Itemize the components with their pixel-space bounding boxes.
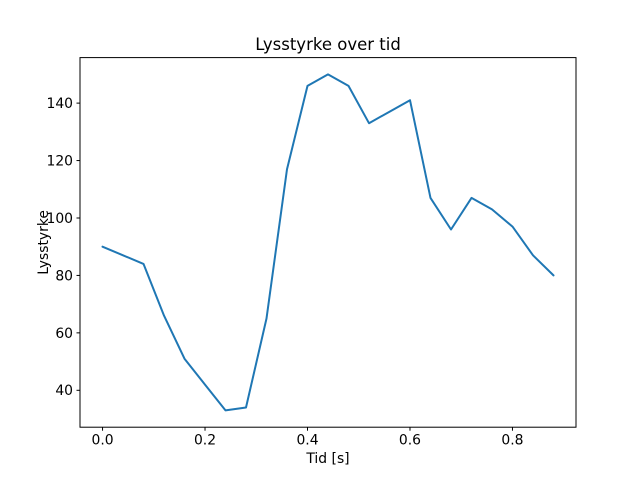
line-series [101,73,555,412]
y-axis-label: Lysstyrke [36,210,52,275]
x-tick-label: 0.0 [91,433,113,449]
y-tick-label: 120 [46,153,73,169]
x-tick-label: 0.8 [501,433,523,449]
y-tick-label: 80 [55,268,73,284]
plot-area [79,57,577,428]
y-tick-label: 40 [55,383,73,399]
chart-title: Lysstyrke over tid [255,35,401,54]
y-tick-label: 100 [46,211,73,227]
x-axis-label: Tid [s] [305,451,349,467]
y-tick-label: 60 [55,326,73,342]
x-tick-label: 0.2 [194,433,216,449]
y-axis: 40 60 80 100 120 140 [46,96,80,399]
y-tick-label: 140 [46,96,73,112]
x-tick-label: 0.4 [296,433,318,449]
x-tick-label: 0.6 [399,433,421,449]
x-axis: 0.0 0.2 0.4 0.6 0.8 [91,427,524,449]
